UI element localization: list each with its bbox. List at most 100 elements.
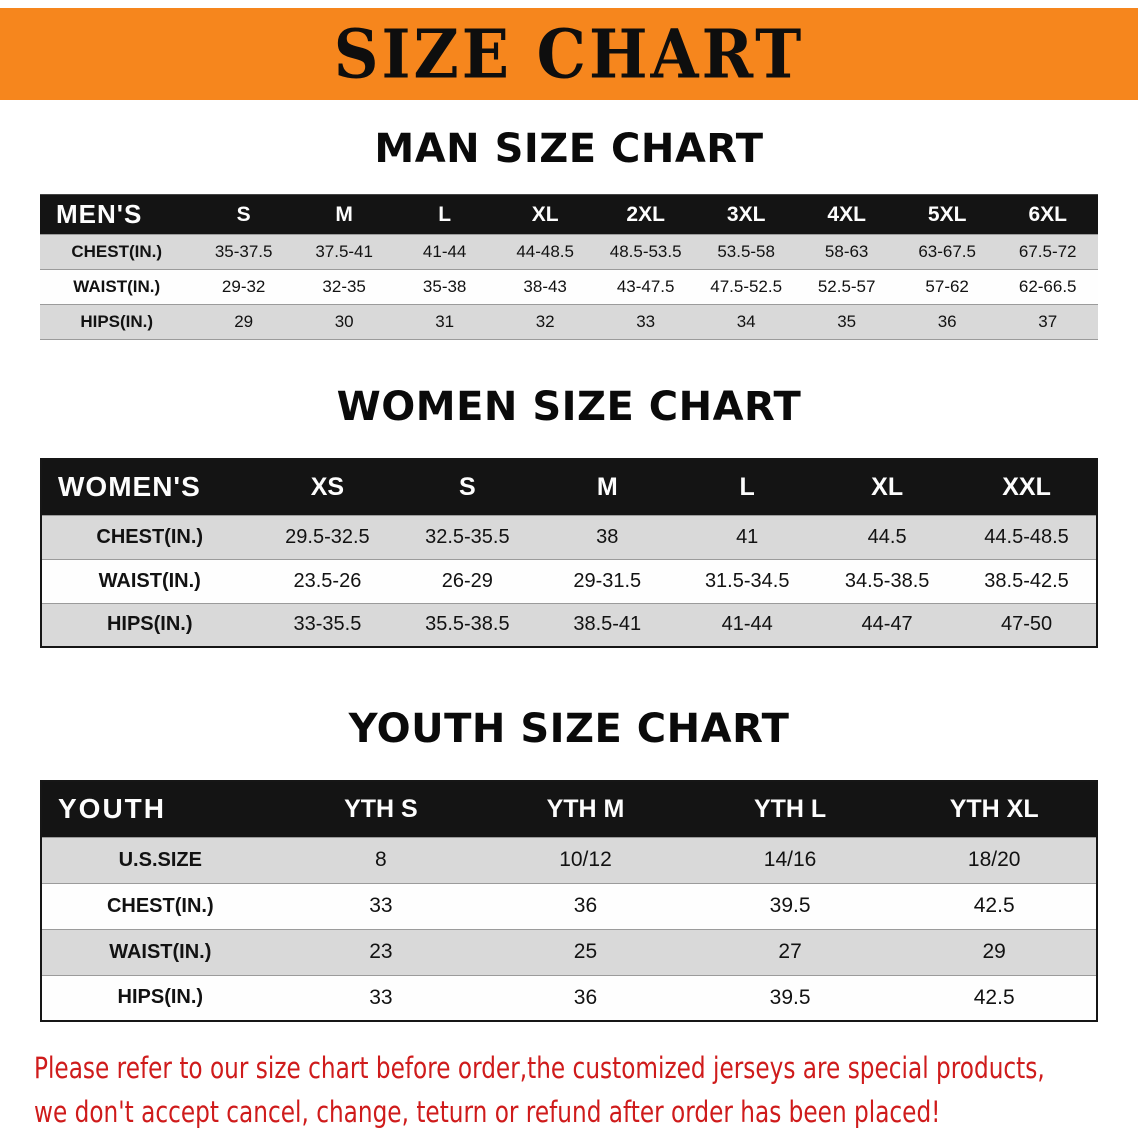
notice-line-1: Please refer to our size chart before or… [34,1051,1045,1085]
row-label: CHEST(IN.) [41,882,279,930]
table-corner-label: WOMEN'S [58,471,201,503]
size-column-header: M [596,472,618,501]
size-value: 35 [796,304,897,340]
row-label: HIPS(IN.) [41,974,279,1022]
measure-row: U.S.SIZE 8 10/12 14/16 18/20 [41,836,1097,884]
size-column-header: M [335,202,353,226]
size-value: 42.5 [892,974,1097,1022]
size-value: 38 [537,514,678,560]
men-section: MAN SIZE CHART MEN'S S M L XL 2XL 3XL 4XL 5XL 6XL… [0,126,1138,340]
notice-line-2: we don't accept cancel, change, teturn o… [34,1095,941,1129]
size-value: 36 [483,974,688,1022]
size-value: 62-66.5 [997,269,1098,305]
youth-heading: YOUTH SIZE CHART [348,706,790,752]
row-label: HIPS(IN.) [40,304,194,340]
size-column-header: XL [531,202,559,226]
size-value: 44.5 [817,514,958,560]
size-column-header: 4XL [827,202,866,226]
size-value: 30 [293,304,395,340]
size-value: 33 [595,304,696,340]
row-label: WAIST(IN.) [41,928,279,976]
row-label: U.S.SIZE [41,836,279,884]
size-column-header: 5XL [927,202,967,226]
size-value: 33 [278,974,484,1022]
size-value: 29 [892,928,1097,976]
size-column-header: YTH L [753,794,827,823]
size-value: 47-50 [957,602,1097,648]
women-heading: WOMEN SIZE CHART [336,384,802,430]
youth-size-table: YOUTH YTH S YTH M YTH L YTH XL U.S.SIZE 8 10/12… [40,780,1098,1022]
size-value: 37.5-41 [293,234,395,270]
size-column-header: S [459,472,476,501]
size-value: 41 [677,514,818,560]
size-value: 29 [193,304,294,340]
size-value: 25 [483,928,688,976]
size-value: 29.5-32.5 [257,514,398,560]
measure-row: WAIST(IN.) 29-32 32-35 35-38 38-43 43-47.5 47.… [40,269,1098,305]
measure-row: HIPS(IN.) 29 30 31 32 33 34 35 36 37 [40,304,1098,340]
row-label: CHEST(IN.) [41,514,258,560]
size-column-header: YTH S [344,794,418,823]
youth-section: YOUTH SIZE CHART YOUTH YTH S YTH M YTH L YTH… [0,706,1138,1022]
size-value: 33 [278,882,484,930]
size-value: 33-35.5 [257,602,398,648]
measure-row: WAIST(IN.) 23.5-26 26-29 29-31.5 31.5-34.5 34… [41,558,1097,604]
table-corner-label: MEN'S [56,199,143,229]
size-column-header: S [236,202,251,226]
table-header-row: YOUTH YTH S YTH M YTH L YTH XL [41,781,1097,837]
size-value: 39.5 [687,882,893,930]
table-header-row: WOMEN'S XS S M L XL XXL [41,459,1097,515]
size-value: 36 [483,882,688,930]
size-value: 44-48.5 [494,234,596,270]
footer-notice: Please refer to our size chart before or… [0,1046,1138,1134]
measure-row: CHEST(IN.) 29.5-32.5 32.5-35.5 38 41 44.5 44.5… [41,514,1097,560]
table-corner-label: YOUTH [58,793,166,825]
size-value: 53.5-58 [695,234,797,270]
size-value: 39.5 [687,974,893,1022]
size-column-header: XXL [1002,472,1051,501]
size-value: 10/12 [483,836,688,884]
size-value: 67.5-72 [997,234,1098,270]
size-value: 38.5-42.5 [957,558,1097,604]
size-column-header: 2XL [626,202,665,226]
size-value: 36 [896,304,998,340]
size-value: 42.5 [892,882,1097,930]
size-value: 35-38 [394,269,495,305]
measure-row: HIPS(IN.) 33-35.5 35.5-38.5 38.5-41 41-44 44-… [41,602,1097,648]
size-value: 29-31.5 [537,558,678,604]
size-value: 14/16 [687,836,893,884]
measure-row: CHEST(IN.) 33 36 39.5 42.5 [41,882,1097,930]
size-value: 44-47 [817,602,958,648]
size-value: 32.5-35.5 [397,514,538,560]
size-value: 8 [278,836,484,884]
women-section: WOMEN SIZE CHART WOMEN'S XS S M L XL XXL CHEST(… [0,384,1138,648]
size-column-header: YTH XL [949,794,1039,823]
size-chart-page: SIZE CHART MAN SIZE CHART MEN'S S M L XL 2XL 3… [0,8,1138,1134]
size-value: 23.5-26 [257,558,398,604]
size-value: 52.5-57 [796,269,897,305]
size-value: 38.5-41 [537,602,678,648]
size-value: 26-29 [397,558,538,604]
size-value: 34.5-38.5 [817,558,958,604]
men-size-table: MEN'S S M L XL 2XL 3XL 4XL 5XL 6XL CHEST(IN.) 35-37… [40,194,1098,340]
row-label: WAIST(IN.) [41,558,258,604]
size-value: 38-43 [494,269,596,305]
women-size-table: WOMEN'S XS S M L XL XXL CHEST(IN.) 29.5-32.5 32.5… [40,458,1098,648]
men-heading: MAN SIZE CHART [374,126,764,172]
table-header-row: MEN'S S M L XL 2XL 3XL 4XL 5XL 6XL [40,194,1098,235]
size-column-header: YTH M [546,794,625,823]
size-value: 27 [687,928,893,976]
banner: SIZE CHART [0,8,1138,100]
size-value: 31 [394,304,495,340]
size-value: 41-44 [677,602,818,648]
size-value: 63-67.5 [896,234,998,270]
size-value: 34 [695,304,797,340]
size-value: 18/20 [892,836,1097,884]
size-value: 47.5-52.5 [695,269,797,305]
size-column-header: 3XL [726,202,766,226]
size-column-header: XL [871,472,904,501]
size-value: 31.5-34.5 [677,558,818,604]
size-value: 41-44 [394,234,495,270]
size-value: 57-62 [896,269,998,305]
size-value: 37 [997,304,1098,340]
